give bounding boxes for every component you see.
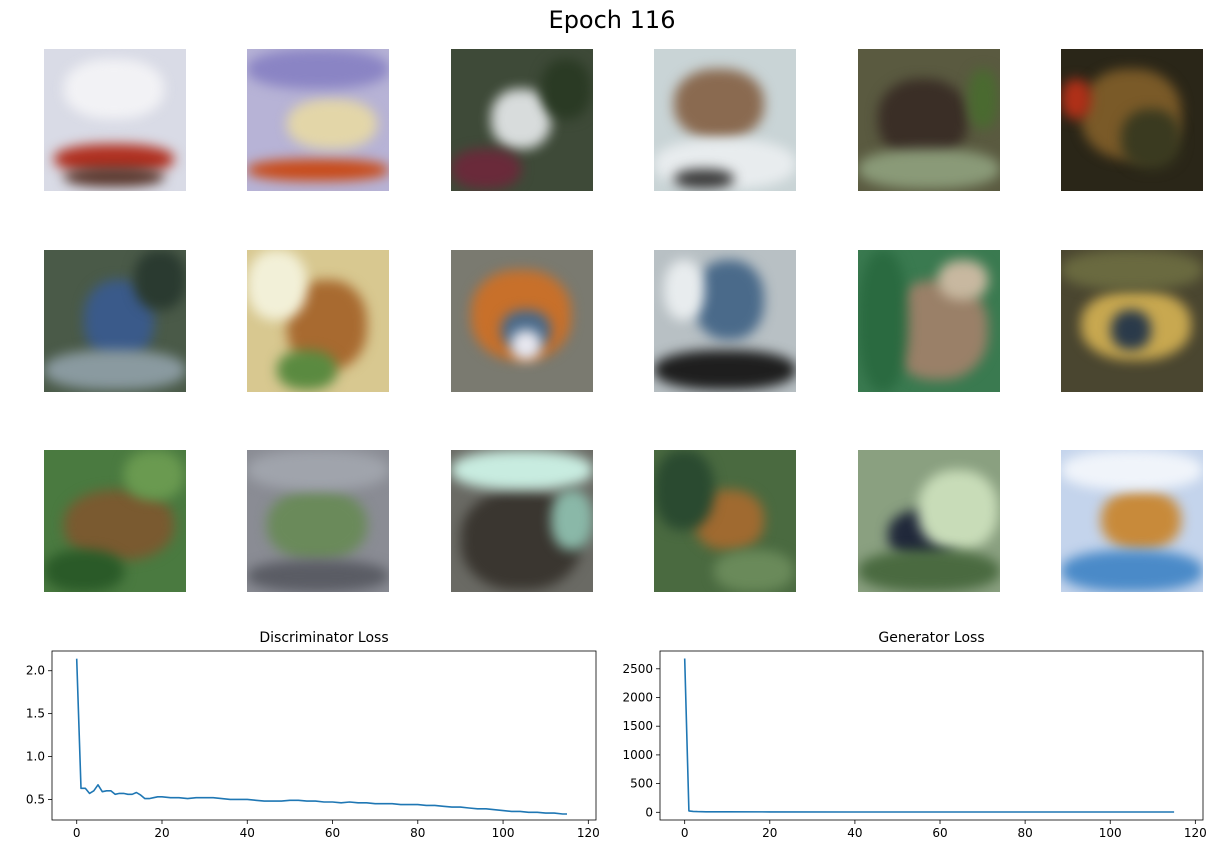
figure-title: Epoch 116 bbox=[548, 6, 676, 34]
sample-blob bbox=[1121, 109, 1181, 169]
sample-blob bbox=[1061, 250, 1203, 290]
generated-sample-11 bbox=[858, 250, 1000, 392]
sample-blob bbox=[714, 550, 794, 592]
generated-sample-7 bbox=[44, 250, 186, 392]
sample-blob bbox=[64, 59, 164, 119]
sample-blob bbox=[858, 250, 908, 392]
sample-blob bbox=[64, 167, 164, 187]
generated-sample-14 bbox=[247, 450, 389, 592]
discriminator-xtick-label: 60 bbox=[325, 826, 340, 840]
sample-blob bbox=[64, 490, 174, 560]
discriminator-ytick-label: 2.0 bbox=[26, 664, 45, 678]
generator-ytick-label: 500 bbox=[630, 777, 653, 791]
generator-loss-line bbox=[683, 658, 1175, 813]
generated-sample-8 bbox=[247, 250, 389, 392]
sample-blob bbox=[44, 350, 186, 390]
generator-xtick-label: 40 bbox=[847, 826, 862, 840]
discriminator-xtick-label: 100 bbox=[492, 826, 515, 840]
sample-blob bbox=[858, 550, 1000, 592]
generated-sample-1 bbox=[44, 49, 186, 191]
generator-ytick-label: 1000 bbox=[622, 748, 653, 762]
generator-xtick-label: 20 bbox=[762, 826, 777, 840]
generator-xtick-label: 80 bbox=[1017, 826, 1032, 840]
sample-blob bbox=[44, 550, 124, 592]
sample-blob bbox=[287, 99, 377, 149]
generated-sample-3 bbox=[451, 49, 593, 191]
generator-axes-frame bbox=[659, 650, 1204, 821]
generated-sample-2 bbox=[247, 49, 389, 191]
sample-blob bbox=[551, 490, 593, 550]
generated-sample-15 bbox=[451, 450, 593, 592]
sample-blob bbox=[134, 250, 186, 310]
sample-blob bbox=[654, 450, 714, 530]
discriminator-xtick-label: 20 bbox=[154, 826, 169, 840]
sample-blob bbox=[247, 159, 389, 181]
discriminator-xtick-label: 80 bbox=[410, 826, 425, 840]
generator-ytick-label: 2000 bbox=[622, 690, 653, 704]
sample-blob bbox=[1061, 550, 1203, 592]
generated-sample-10 bbox=[654, 250, 796, 392]
generated-sample-5 bbox=[858, 49, 1000, 191]
sample-blob bbox=[541, 59, 591, 119]
sample-blob bbox=[451, 450, 593, 490]
generator-xtick-label: 60 bbox=[932, 826, 947, 840]
sample-blob bbox=[511, 330, 541, 360]
sample-blob bbox=[247, 250, 307, 320]
sample-blob bbox=[1111, 310, 1151, 350]
generated-sample-17 bbox=[858, 450, 1000, 592]
generated-sample-12 bbox=[1061, 250, 1203, 392]
sample-blob bbox=[1101, 490, 1181, 550]
sample-blob bbox=[1061, 450, 1203, 490]
generator-xtick-label: 100 bbox=[1099, 826, 1122, 840]
generated-sample-16 bbox=[654, 450, 796, 592]
sample-blob bbox=[277, 350, 337, 390]
generated-sample-13 bbox=[44, 450, 186, 592]
generated-sample-6 bbox=[1061, 49, 1203, 191]
sample-blob bbox=[451, 149, 521, 189]
sample-blob bbox=[664, 260, 704, 320]
sample-blob bbox=[654, 350, 796, 390]
discriminator-ytick-label: 0.5 bbox=[26, 792, 45, 806]
sample-blob bbox=[938, 260, 988, 300]
sample-blob bbox=[858, 149, 1000, 189]
discriminator-loss-line bbox=[75, 658, 567, 815]
sample-blob bbox=[694, 260, 764, 340]
discriminator-axes-frame bbox=[51, 650, 597, 821]
sample-blob bbox=[968, 69, 998, 129]
sample-blob bbox=[674, 169, 734, 189]
sample-blob bbox=[674, 69, 764, 139]
discriminator-ytick-label: 1.0 bbox=[26, 750, 45, 764]
discriminator-chart-title: Discriminator Loss bbox=[259, 630, 388, 646]
generator-chart-title: Generator Loss bbox=[878, 630, 984, 646]
sample-blob bbox=[1061, 79, 1091, 119]
sample-blob bbox=[267, 490, 367, 560]
generator-xtick-label: 120 bbox=[1184, 826, 1207, 840]
generated-sample-18 bbox=[1061, 450, 1203, 592]
sample-blob bbox=[878, 79, 968, 159]
discriminator-xtick-label: 0 bbox=[73, 826, 81, 840]
generator-ytick-label: 1500 bbox=[622, 719, 653, 733]
sample-blob bbox=[247, 560, 389, 592]
generator-ytick-label: 0 bbox=[645, 805, 653, 819]
generator-xtick-label: 0 bbox=[681, 826, 689, 840]
discriminator-xtick-label: 120 bbox=[577, 826, 600, 840]
sample-blob bbox=[247, 450, 389, 490]
generated-sample-4 bbox=[654, 49, 796, 191]
generated-sample-9 bbox=[451, 250, 593, 392]
discriminator-xtick-label: 40 bbox=[240, 826, 255, 840]
generator-ytick-label: 2500 bbox=[622, 662, 653, 676]
discriminator-ytick-label: 1.5 bbox=[26, 707, 45, 721]
sample-blob bbox=[124, 450, 184, 500]
sample-blob bbox=[918, 470, 998, 550]
sample-blob bbox=[247, 49, 389, 89]
